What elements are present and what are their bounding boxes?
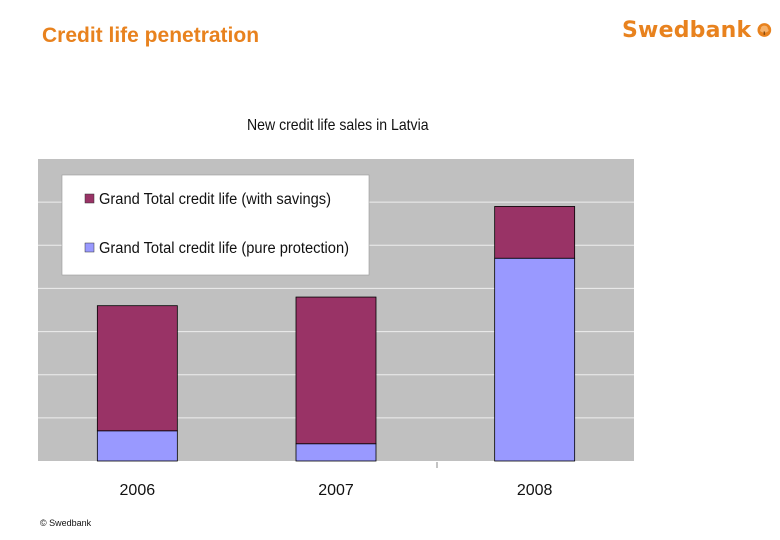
swedbank-oak-tree-icon (757, 23, 772, 37)
bar-2006-protection (96, 430, 178, 462)
legend-swatch (84, 242, 95, 253)
bar-2006-savings (96, 305, 178, 432)
x-tick-label: 2008 (517, 482, 553, 499)
legend-label: Grand Total credit life (pure protection… (99, 240, 349, 257)
bar-2008-protection (494, 257, 576, 462)
bar-2008-savings (494, 206, 576, 259)
x-tick-label: 2006 (120, 482, 156, 499)
page-title: Credit life penetration (42, 24, 260, 47)
x-tick-label: 2007 (318, 482, 354, 499)
legend-label: Grand Total credit life (with savings) (99, 191, 331, 208)
swedbank-logo: Swedbank (622, 10, 772, 50)
chart-title: New credit life sales in Latvia (247, 117, 429, 134)
legend-box (61, 174, 370, 276)
copyright-footer: © Swedbank (40, 518, 92, 528)
legend-swatch (84, 193, 95, 204)
logo-text: Swedbank (622, 17, 752, 43)
bar-2007-savings (295, 296, 377, 445)
bar-2007-protection (295, 443, 377, 462)
